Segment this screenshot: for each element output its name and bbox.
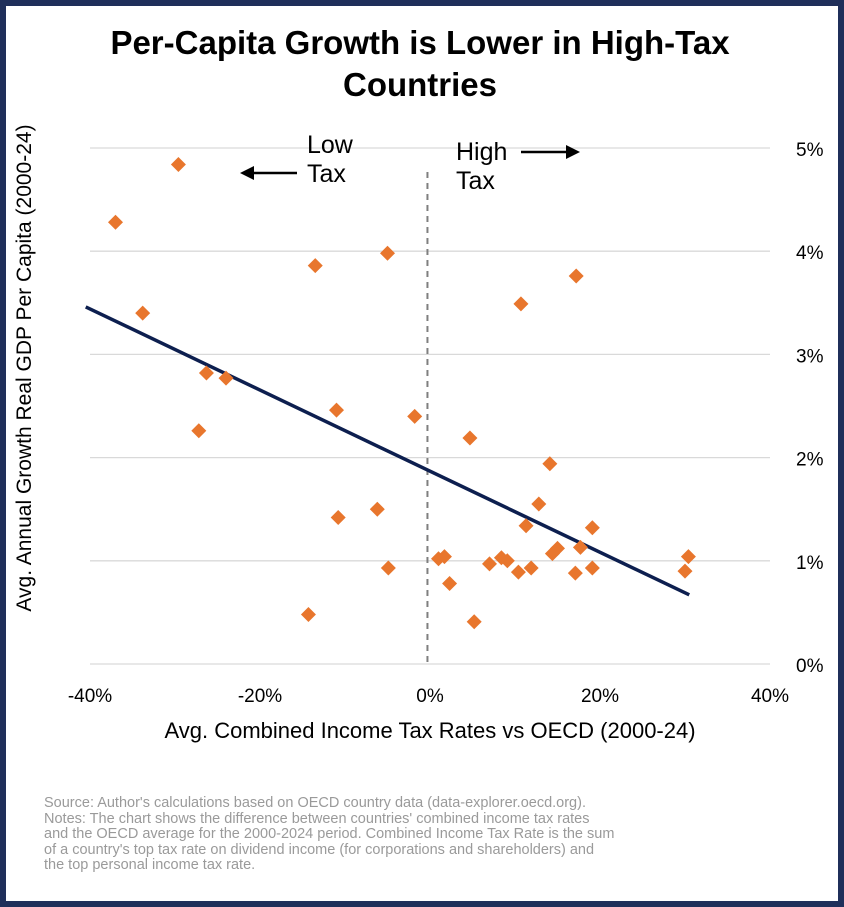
data-point (677, 563, 693, 579)
data-point (436, 549, 452, 565)
data-point (531, 496, 547, 512)
data-point (513, 296, 529, 312)
data-point (198, 365, 214, 381)
x-tick-label: -20% (238, 686, 282, 707)
y-tick-labels: 0% 1% 2% 3% 4% 5% (796, 140, 824, 677)
data-point (380, 245, 395, 261)
data-point (568, 268, 584, 284)
data-point (329, 402, 344, 418)
x-tick-label: 40% (751, 686, 789, 707)
trendline (84, 305, 691, 597)
chart-title: Per-Capita Growth is Lower in High-Tax C… (110, 24, 730, 103)
data-point (300, 606, 316, 622)
data-point (442, 576, 458, 592)
data-point (191, 423, 207, 439)
notes-line: and the OECD average for the 2000-2024 p… (44, 826, 615, 842)
left-arrow-icon (240, 166, 254, 180)
data-point (542, 456, 558, 472)
data-point (330, 509, 346, 525)
data-point (567, 565, 583, 581)
data-point (380, 560, 396, 576)
notes-line: of a country's top tax rate on dividend … (44, 841, 595, 858)
high-tax-label: High (456, 138, 507, 166)
data-point (680, 549, 696, 565)
y-tick-label: 0% (796, 656, 824, 677)
y-tick-label: 1% (796, 553, 824, 574)
data-point (466, 614, 482, 630)
source-notes: Source: Author's calculations based on O… (44, 795, 814, 874)
data-point (572, 539, 588, 555)
notes-line: the top personal income tax rate. (44, 857, 256, 873)
data-point (170, 157, 186, 173)
right-arrow-icon (566, 145, 580, 159)
data-point (462, 430, 478, 446)
notes-line: Notes: The chart shows the difference be… (44, 810, 590, 827)
data-point (482, 556, 497, 572)
low-tax-label: Tax (307, 160, 346, 188)
source-line: Source: Author's calculations based on O… (44, 795, 586, 811)
data-points (108, 157, 696, 630)
y-tick-label: 3% (796, 346, 824, 367)
data-point (218, 370, 234, 386)
data-point (499, 553, 515, 569)
data-point (135, 305, 151, 321)
y-axis-label: Avg. Annual Growth Real GDP Per Capita (… (13, 124, 36, 612)
data-point (108, 214, 123, 230)
data-point (407, 408, 423, 424)
x-tick-labels: -40% -20% 0% 20% 40% (68, 686, 789, 707)
data-point (510, 564, 526, 580)
data-point (544, 546, 560, 562)
y-tick-label: 4% (796, 243, 824, 264)
data-point (307, 258, 323, 274)
x-axis-label: Avg. Combined Income Tax Rates vs OECD (… (164, 718, 696, 743)
data-point (584, 520, 600, 536)
data-point (518, 518, 534, 534)
x-tick-label: 0% (416, 686, 444, 707)
data-point (584, 560, 600, 576)
chart-frame (6, 6, 838, 901)
data-point (523, 560, 539, 576)
data-point (369, 501, 385, 517)
gridlines (90, 147, 770, 665)
high-tax-label: Tax (456, 167, 495, 195)
y-tick-label: 2% (796, 450, 824, 471)
y-tick-label: 5% (796, 140, 824, 161)
x-tick-label: 20% (581, 686, 619, 707)
low-tax-label: Low (307, 131, 354, 159)
x-tick-label: -40% (68, 686, 112, 707)
